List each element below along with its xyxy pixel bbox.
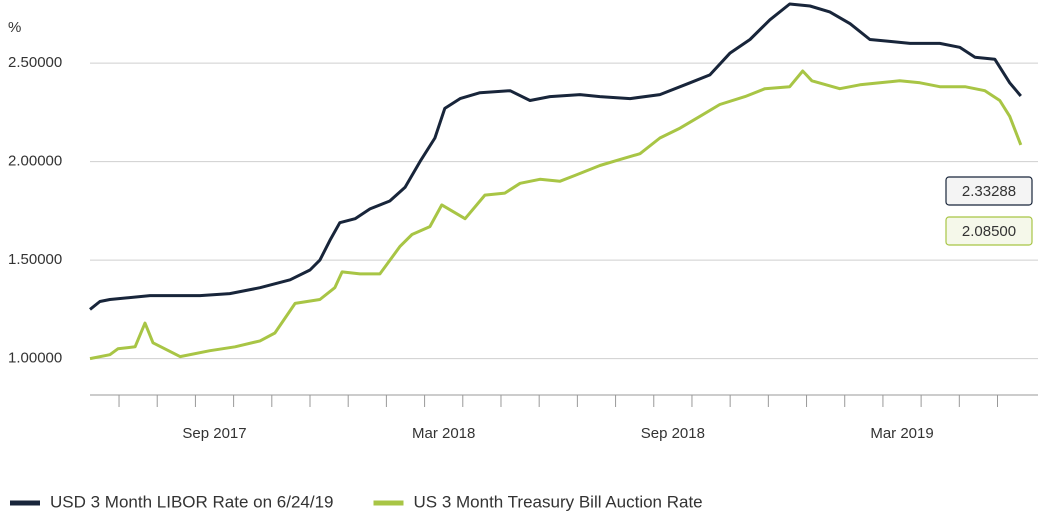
- end-label: 2.08500: [962, 223, 1016, 240]
- data-line: [89, 69, 1023, 361]
- x-tick-label: Mar 2018: [412, 425, 475, 442]
- legend-label: US 3 Month Treasury Bill Auction Rate: [414, 492, 703, 511]
- data-line: [89, 2, 1022, 311]
- y-tick-label: 1.50000: [8, 251, 62, 268]
- end-label: 2.33288: [962, 183, 1016, 200]
- y-axis-label: %: [8, 19, 21, 36]
- x-tick-label: Sep 2018: [641, 425, 705, 442]
- end-label-box: [945, 176, 1033, 206]
- y-tick-label: 2.00000: [8, 153, 62, 170]
- legend: USD 3 Month LIBOR Rate on 6/24/19 US 3 Mo…: [10, 492, 703, 511]
- end-label-box: [945, 216, 1033, 246]
- legend-label: USD 3 Month LIBOR Rate on 6/24/19: [50, 492, 334, 511]
- y-tick-label: 2.50000: [8, 54, 62, 71]
- x-tick-label: Sep 2017: [182, 425, 246, 442]
- x-tick-label: Mar 2019: [870, 425, 933, 442]
- y-tick-label: 1.00000: [8, 350, 62, 367]
